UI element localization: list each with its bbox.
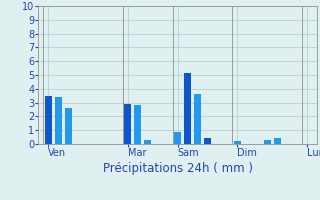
Bar [134,105,141,144]
Bar [204,138,211,144]
Bar [194,94,201,144]
Bar [144,140,151,144]
Bar [124,104,132,144]
Bar [65,108,72,144]
Bar [174,132,181,144]
X-axis label: Précipitations 24h ( mm ): Précipitations 24h ( mm ) [103,162,252,175]
Bar [184,73,191,144]
Bar [55,97,62,144]
Bar [264,140,271,144]
Bar [234,141,241,144]
Bar [45,96,52,144]
Bar [274,138,281,144]
